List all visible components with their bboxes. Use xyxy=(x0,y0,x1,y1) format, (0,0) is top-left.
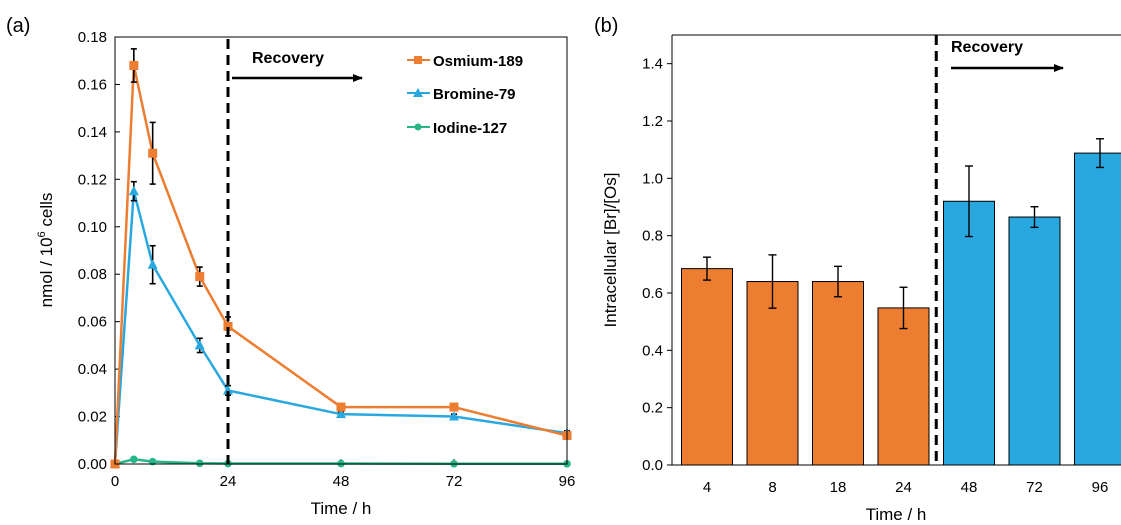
series-line xyxy=(113,190,568,465)
x-tick-label: 18 xyxy=(830,479,847,496)
series-line xyxy=(113,65,568,465)
y-tick-label: 0.14 xyxy=(78,124,107,141)
panel-b-bars xyxy=(681,138,1121,466)
panel-a-legend: Osmium-189 Bromine-79 Iodine-127 xyxy=(407,53,523,137)
bar xyxy=(943,200,995,466)
bar xyxy=(877,307,930,466)
panel-b-y-axis-label: Intracellular [Br]/[Os] xyxy=(601,173,620,328)
triangle-marker-icon xyxy=(413,88,423,97)
y-tick-label: 0.2 xyxy=(642,400,663,417)
panel-b-recovery-label: Recovery xyxy=(951,39,1023,56)
y-tick-label: 0.0 xyxy=(642,457,663,474)
x-tick-label: 8 xyxy=(768,479,776,496)
data-point xyxy=(336,402,346,412)
data-point xyxy=(449,411,459,421)
bar xyxy=(812,281,864,466)
data-point xyxy=(148,148,158,158)
bar xyxy=(1008,216,1061,466)
y-tick-label: 0.06 xyxy=(78,314,107,331)
x-tick-label: 24 xyxy=(895,479,912,496)
y-tick-label: 0.8 xyxy=(642,228,663,245)
panel-a-y-ticks: 0.00 0.02 0.04 0.06 0.08 0.10 0.12 0.14 0.16 0.18 xyxy=(78,29,120,473)
data-point xyxy=(223,321,233,331)
legend-label-bromine: Bromine-79 xyxy=(433,86,516,103)
x-tick-label: 96 xyxy=(559,473,576,490)
legend-item-bromine: Bromine-79 xyxy=(407,86,516,103)
panel-b: (b) 0.00.20.40.60.81.01.21.4 4 8 18 24 48 72 9… xyxy=(594,15,1121,524)
y-tick-label: 0.12 xyxy=(78,171,107,188)
x-tick-label: 72 xyxy=(1026,479,1043,496)
legend-item-osmium: Osmium-189 xyxy=(407,53,523,70)
series-osmium-189 xyxy=(110,48,572,469)
panel-a-marks xyxy=(110,48,572,469)
x-tick-label: 96 xyxy=(1092,479,1109,496)
panel-a: (a) 0.00 0.02 0.04 0.06 0.08 0.10 0.12 0.14 0.16… xyxy=(6,15,575,518)
panel-b-x-axis-label: Time / h xyxy=(866,505,927,524)
y-tick-label: 0.18 xyxy=(78,29,107,46)
bar xyxy=(681,268,733,466)
data-point xyxy=(128,185,139,196)
data-point xyxy=(449,402,459,412)
legend-item-iodine: Iodine-127 xyxy=(407,120,507,137)
data-point xyxy=(194,339,205,350)
y-tick-label: 0.04 xyxy=(78,361,107,378)
panel-b-x-ticks: 4 8 18 24 48 72 96 xyxy=(703,479,1109,496)
y-tick-label: 1.2 xyxy=(642,113,663,130)
y-tick-label: 1.0 xyxy=(642,170,663,187)
y-tick-label: 0.00 xyxy=(78,456,107,473)
bar xyxy=(746,281,799,466)
data-point xyxy=(129,60,139,70)
data-point xyxy=(223,384,233,395)
panel-a-label: (a) xyxy=(6,15,30,37)
panel-a-recovery-label: Recovery xyxy=(252,50,324,67)
series-bromine-79 xyxy=(110,180,572,468)
x-tick-label: 48 xyxy=(961,479,978,496)
series-iodine-127 xyxy=(111,455,571,468)
data-point xyxy=(147,259,158,269)
data-point xyxy=(195,459,204,468)
x-tick-label: 24 xyxy=(220,473,237,490)
x-tick-label: 0 xyxy=(111,473,119,490)
data-point xyxy=(336,408,346,419)
x-tick-label: 72 xyxy=(446,473,463,490)
legend-label-osmium: Osmium-189 xyxy=(433,53,523,70)
y-tick-label: 0.08 xyxy=(78,266,107,283)
panel-a-y-axis-label: nmol / 106 cells xyxy=(36,193,56,308)
x-tick-label: 48 xyxy=(333,473,350,490)
y-tick-label: 1.4 xyxy=(642,56,663,73)
x-tick-label: 4 xyxy=(703,479,711,496)
panel-b-label: (b) xyxy=(594,15,618,37)
y-tick-label: 0.6 xyxy=(642,285,663,302)
data-point xyxy=(195,272,205,282)
data-point xyxy=(130,455,138,464)
y-tick-label: 0.4 xyxy=(642,342,663,359)
panel-a-plot-frame xyxy=(114,36,568,465)
panel-b-y-ticks: 0.0 0.2 0.4 0.6 0.8 1.0 1.2 1.4 xyxy=(642,56,672,474)
panel-a-x-axis-label: Time / h xyxy=(311,499,372,518)
panel-a-x-ticks: 0 24 48 72 96 xyxy=(111,459,576,490)
square-marker-icon xyxy=(414,56,422,64)
legend-label-iodine: Iodine-127 xyxy=(433,120,507,137)
y-tick-label: 0.02 xyxy=(78,409,107,426)
bar xyxy=(1074,152,1121,466)
y-tick-label: 0.16 xyxy=(78,76,107,93)
circle-marker-icon xyxy=(414,123,422,131)
y-tick-label: 0.10 xyxy=(78,219,107,236)
